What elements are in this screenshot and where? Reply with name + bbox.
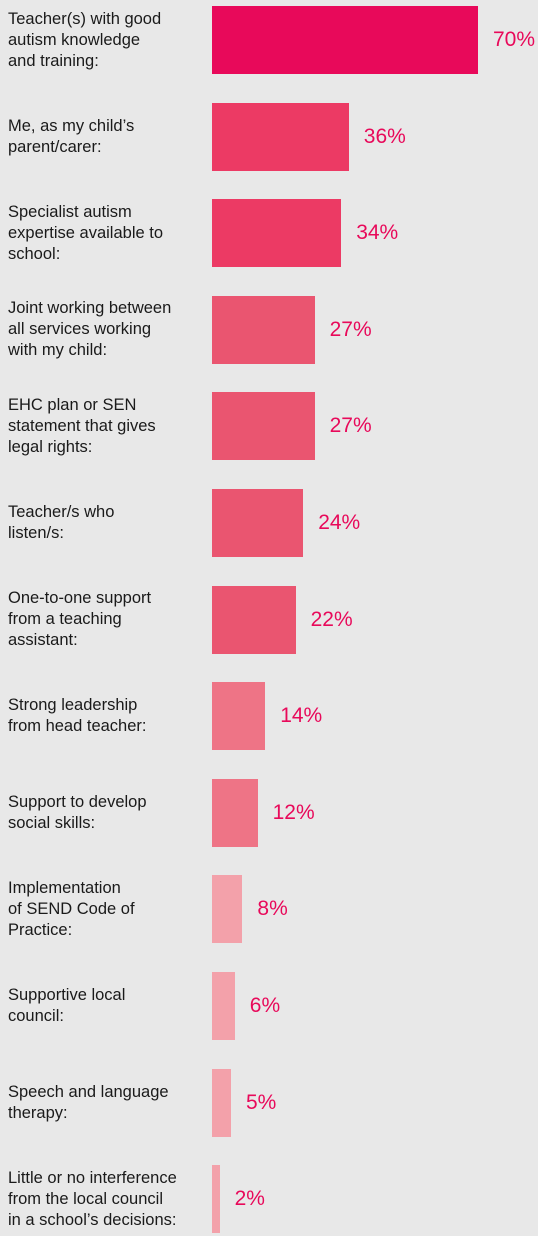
bar [212,102,349,171]
category-label: Speech and language therapy: [8,1082,169,1122]
value-label: 27% [329,317,372,341]
category-label: Strong leadership from head teacher: [8,696,147,736]
category-label: Implementation of SEND Code of Practice: [8,878,135,939]
bar [212,778,258,847]
value-label: 24% [318,511,361,534]
bar [212,6,478,74]
bar [212,1165,220,1234]
category-label: Little or no interference from the local… [8,1168,177,1229]
category-label: Supportive local council: [8,986,126,1025]
value-label: 2% [234,1187,265,1211]
value-label: 70% [493,28,536,51]
value-label: 34% [356,221,399,245]
category-label: EHC plan or SEN statement that gives leg… [8,395,156,456]
value-label: 14% [280,704,323,728]
bar [212,392,315,461]
bar [212,682,266,751]
bar [212,295,315,364]
category-label: Support to develop social skills: [8,792,147,832]
bar [212,199,342,268]
value-label: 12% [272,800,315,824]
bar [212,1068,231,1137]
category-label: Joint working between all services worki… [8,299,172,360]
value-label: 36% [363,124,406,148]
bar [212,972,235,1040]
value-label: 22% [310,607,353,631]
category-label: Teacher(s) with good autism knowledge an… [8,9,162,70]
value-label: 5% [246,1090,277,1114]
bar [212,489,304,557]
bar [212,875,243,944]
bar [212,585,296,654]
category-label: Specialist autism expertise available to… [8,202,164,263]
category-label: One-to-one support from a teaching assis… [8,589,152,650]
category-label: Me, as my child’s parent/carer: [8,116,135,156]
category-label: Teacher/s who listen/s: [8,503,115,542]
value-label: 27% [329,414,372,438]
value-label: 8% [257,897,288,921]
value-label: 6% [249,994,281,1017]
